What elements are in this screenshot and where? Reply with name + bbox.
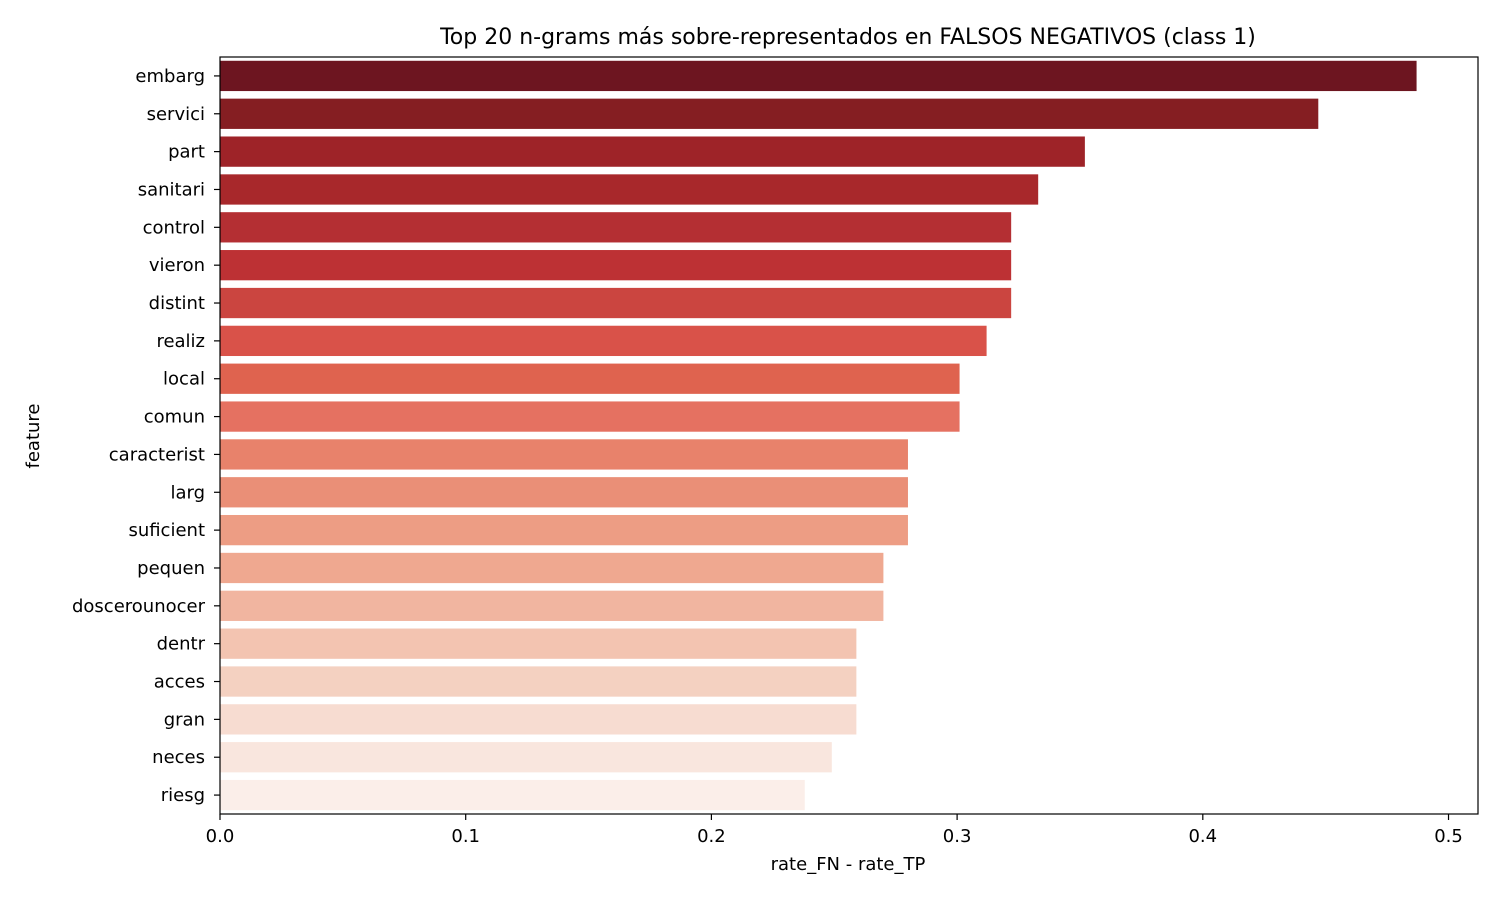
bar-distint	[220, 287, 1012, 319]
y-tick-label-riesg: riesg	[161, 785, 205, 806]
y-tick-label-control: control	[143, 217, 205, 238]
y-tick-label-doscerounocer: doscerounocer	[72, 596, 206, 617]
y-tick-label-servici: servici	[147, 104, 205, 125]
bar-realiz	[220, 325, 987, 357]
y-tick-label-local: local	[163, 369, 205, 390]
bar-vieron	[220, 250, 1012, 281]
y-tick-label-comun: comun	[144, 407, 205, 428]
x-tick-label: 0.2	[697, 826, 726, 847]
x-tick-label: 0.4	[1188, 826, 1217, 847]
y-axis-label: feature	[23, 404, 44, 469]
bar-suficient	[220, 514, 908, 546]
bar-doscerounocer	[220, 590, 884, 621]
bar-acces	[220, 666, 857, 697]
x-axis-ticks: 0.0 0.1 0.2 0.3 0.4 0.5	[206, 814, 1463, 847]
bar-neces	[220, 742, 832, 773]
bar-local	[220, 363, 960, 394]
chart-title: Top 20 n-grams más sobre-representados e…	[439, 25, 1256, 50]
y-tick-label-sanitari: sanitari	[138, 179, 205, 200]
bar-sanitari	[220, 174, 1039, 205]
y-tick-label-neces: neces	[152, 747, 205, 768]
y-axis-ticks: embarg servici part sanitari control vieron di…	[72, 66, 220, 806]
bar-caracterist	[220, 439, 908, 470]
bar-embarg	[220, 60, 1417, 92]
bar-servici	[220, 98, 1319, 129]
x-tick-label: 0.5	[1434, 826, 1463, 847]
y-tick-label-embarg: embarg	[135, 66, 205, 87]
bar-larg	[220, 477, 908, 508]
x-tick-label: 0.3	[943, 826, 972, 847]
bar-part	[220, 136, 1085, 167]
bar-comun	[220, 401, 960, 432]
bar-control	[220, 212, 1012, 243]
y-tick-label-dentr: dentr	[157, 634, 206, 655]
y-tick-label-pequen: pequen	[137, 558, 205, 579]
y-tick-label-gran: gran	[164, 709, 205, 730]
y-tick-label-vieron: vieron	[149, 255, 205, 276]
x-tick-label: 0.1	[451, 826, 480, 847]
bar-pequen	[220, 552, 884, 584]
bar-dentr	[220, 628, 857, 659]
bar-gran	[220, 704, 857, 735]
x-axis-label: rate_FN - rate_TP	[771, 854, 926, 875]
x-tick-label: 0.0	[206, 826, 235, 847]
plot-frame	[219, 56, 1479, 815]
y-tick-label-suficient: suficient	[128, 520, 205, 541]
y-tick-label-part: part	[168, 142, 205, 163]
y-tick-label-acces: acces	[154, 672, 205, 693]
y-tick-label-larg: larg	[170, 482, 205, 503]
bars-group	[220, 60, 1417, 811]
y-tick-label-realiz: realiz	[156, 331, 205, 352]
y-tick-label-distint: distint	[149, 293, 205, 314]
bar-riesg	[220, 779, 805, 811]
y-tick-label-caracterist: caracterist	[109, 444, 205, 465]
